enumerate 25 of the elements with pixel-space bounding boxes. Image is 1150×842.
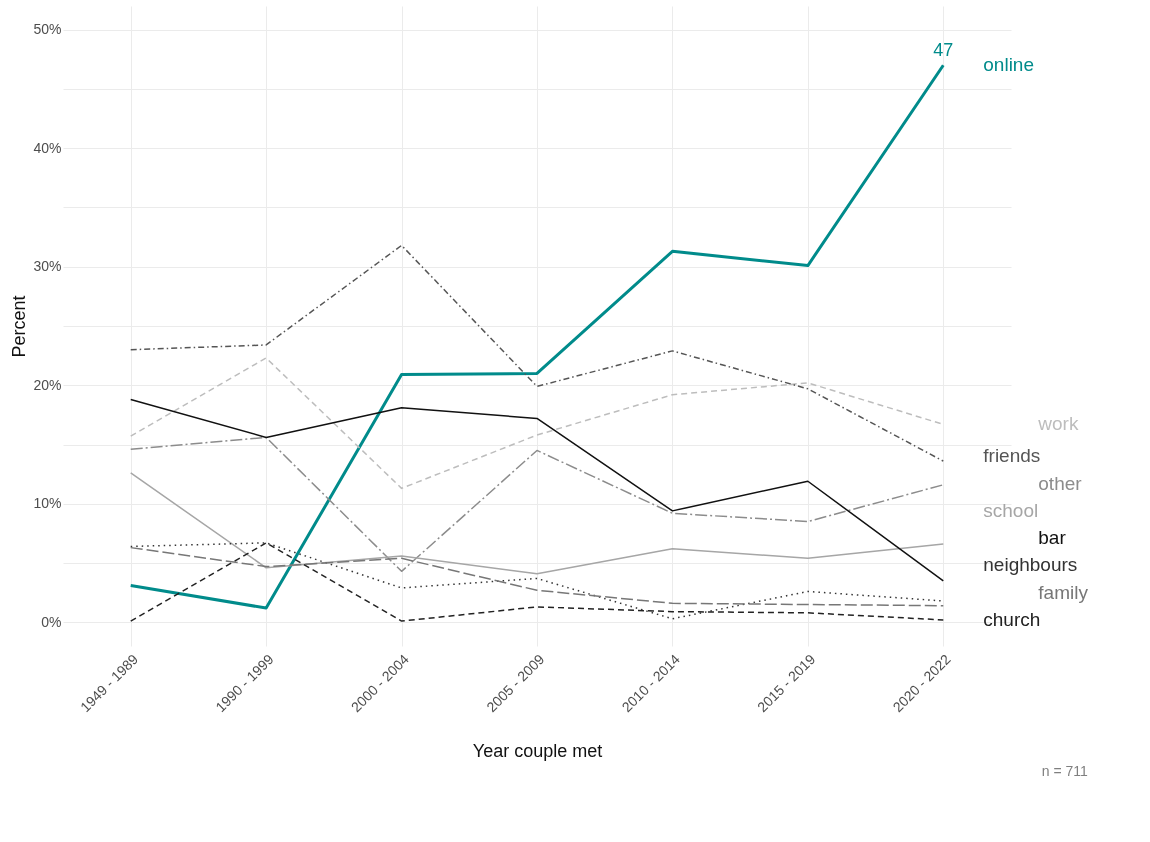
text: church — [983, 608, 1041, 630]
text: neighbours — [983, 554, 1078, 576]
y-tick-label: 0% — [41, 613, 62, 630]
data-label: 47 — [933, 40, 954, 61]
text: other — [1038, 472, 1083, 494]
y-axis-title: Percent — [9, 295, 30, 358]
text: family — [1038, 581, 1089, 603]
text: online — [983, 54, 1034, 76]
y-tick-label: 30% — [33, 258, 62, 275]
text: bar — [1038, 527, 1067, 549]
y-tick-label: 20% — [33, 376, 62, 393]
line-series — [129, 436, 945, 573]
line-series — [129, 63, 945, 610]
x-axis-title: Year couple met — [472, 741, 603, 762]
text: school — [983, 499, 1039, 521]
line-series — [129, 244, 945, 462]
y-tick-label: 50% — [33, 21, 62, 38]
text: n = 711 — [1041, 762, 1089, 779]
line-series — [129, 546, 945, 607]
text: work — [1037, 413, 1079, 435]
text: friends — [983, 445, 1041, 467]
y-tick-label: 40% — [33, 139, 62, 156]
y-tick-label: 10% — [33, 495, 62, 512]
line-series — [129, 398, 945, 582]
line-series — [129, 472, 945, 575]
